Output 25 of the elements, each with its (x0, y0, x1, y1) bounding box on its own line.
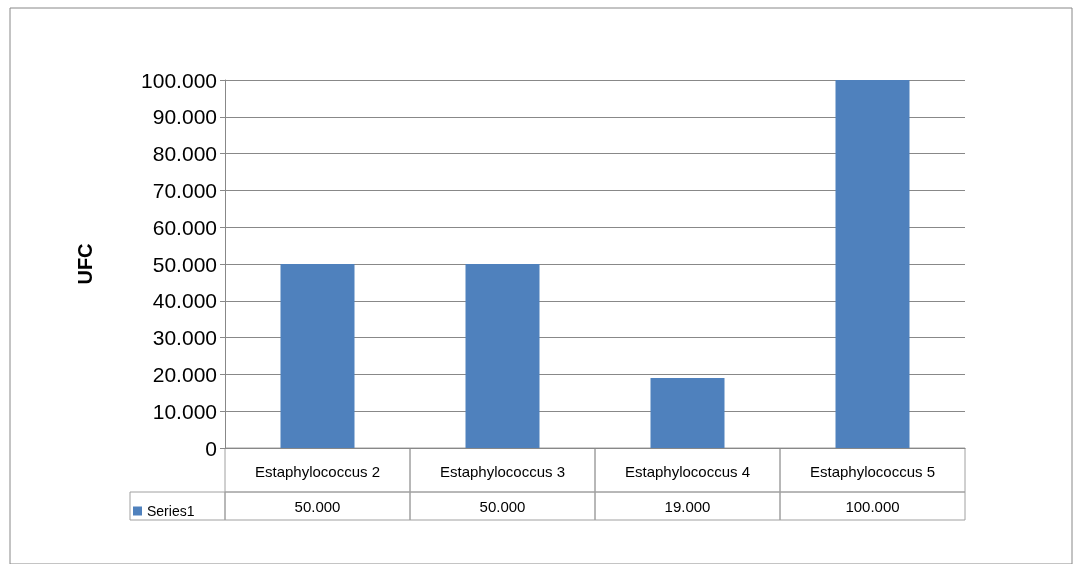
y-tick-label: 20.000 (152, 362, 217, 386)
y-tick-label: 70.000 (152, 178, 217, 202)
y-tick-label: 100.000 (141, 68, 217, 92)
bar (835, 80, 910, 448)
y-axis-title: UFC (74, 243, 96, 285)
x-tick-label: Estaphylococcus 3 (439, 462, 566, 480)
y-tick-label: 80.000 (152, 142, 217, 166)
data-label: 50.000 (479, 498, 526, 515)
data-label: 100.000 (845, 498, 900, 515)
y-tick-label: 90.000 (152, 105, 217, 129)
y-tick-label: 30.000 (152, 326, 217, 350)
y-tick-label: 50.000 (152, 252, 217, 276)
y-tick-label: 0 (205, 436, 217, 460)
legend-label: Series1 (147, 503, 195, 519)
bar (465, 264, 540, 448)
y-tick-label: 40.000 (152, 289, 217, 313)
x-tick-label: Estaphylococcus 4 (624, 462, 751, 480)
y-tick-label: 10.000 (152, 399, 217, 423)
y-tick-label: 60.000 (152, 215, 217, 239)
x-tick-label: Estaphylococcus 5 (809, 462, 936, 480)
bar (650, 378, 725, 448)
data-label: 50.000 (294, 498, 341, 515)
bar (280, 264, 355, 448)
data-label: 19.000 (664, 498, 711, 515)
x-tick-label: Estaphylococcus 2 (254, 462, 381, 480)
